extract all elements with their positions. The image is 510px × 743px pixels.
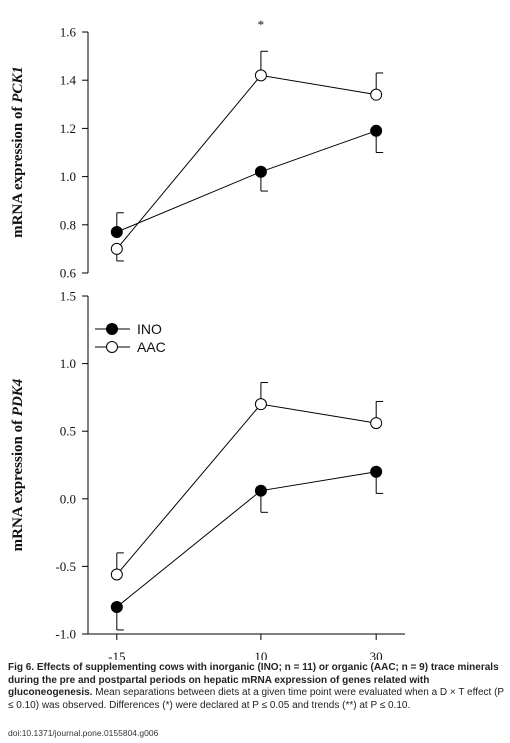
pdk4-y-axis-label: mRNA expression of PDK4 — [10, 378, 26, 551]
doi-text: doi:10.1371/journal.pone.0155804.g006 — [8, 728, 159, 738]
y-label-gene: PDK4 — [10, 378, 26, 416]
pck1-y-tick-label: 1.2 — [60, 121, 76, 136]
legend-marker-ino — [106, 323, 118, 335]
pck1-y-tick-label: 1.4 — [60, 73, 77, 88]
caption-text: Mean separations between diets at a give… — [8, 687, 504, 711]
pck1-y-tick-label: 1.0 — [60, 169, 76, 184]
y-label-gene: PCK1 — [10, 66, 26, 103]
figure: 0.6 0.8 1.0 1.2 1.4 1.6 mRNA expression of PCK… — [10, 17, 405, 660]
pck1-y-tick-label: 0.8 — [60, 217, 76, 232]
pck1-ino-point — [254, 165, 267, 178]
pdk4-aac-point — [254, 398, 267, 411]
pdk4-aac-point — [110, 568, 123, 581]
pdk4-panel: -1.0 -0.5 0.0 0.5 1.0 1.5 -15 10 30 mRNA expressi… — [10, 289, 405, 660]
pck1-y-axis-label: mRNA expression of PCK1 — [10, 66, 26, 238]
pdk4-y-tick-label: -0.5 — [55, 559, 76, 574]
pdk4-ino-point — [370, 465, 383, 478]
pck1-ino-line — [116, 130, 377, 233]
pck1-aac-point — [370, 88, 383, 101]
pdk4-y-tick-label: 0.0 — [60, 491, 76, 506]
pck1-ino-point — [110, 226, 123, 239]
y-label-prefix: mRNA expression of — [10, 103, 26, 238]
x-tick-label: -15 — [108, 649, 125, 660]
pdk4-ino-point — [254, 484, 267, 497]
significance-marker: * — [258, 17, 265, 32]
legend-marker-aac — [106, 341, 118, 353]
pdk4-y-tick-label: 0.5 — [60, 424, 76, 439]
pdk4-y-tick-label: 1.0 — [60, 356, 76, 371]
legend-label-ino: INO — [137, 321, 162, 337]
pdk4-aac-line — [116, 403, 377, 575]
x-tick-label: 10 — [254, 649, 267, 660]
y-label-prefix: mRNA expression of — [10, 416, 26, 551]
pck1-aac-point — [254, 69, 267, 82]
legend-label-aac: AAC — [137, 339, 166, 355]
x-tick-label: 30 — [370, 649, 383, 660]
pck1-panel: 0.6 0.8 1.0 1.2 1.4 1.6 mRNA expression of PCK… — [10, 17, 384, 281]
figure-caption: Fig 6. Effects of supplementing cows wit… — [8, 662, 506, 712]
pdk4-ino-line — [116, 471, 377, 608]
pck1-aac-point — [110, 242, 123, 255]
pck1-aac-line — [116, 74, 377, 250]
pdk4-ino-point — [110, 600, 123, 613]
pdk4-y-tick-label: -1.0 — [55, 627, 76, 642]
pdk4-aac-point — [370, 417, 383, 430]
caption-title: Fig 6. Effects of supplementing cows wit… — [8, 662, 499, 698]
pck1-ino-point — [370, 124, 383, 137]
pck1-y-tick-label: 1.6 — [60, 25, 77, 40]
pck1-y-tick-label: 0.6 — [60, 266, 77, 281]
pdk4-y-tick-label: 1.5 — [60, 289, 76, 304]
